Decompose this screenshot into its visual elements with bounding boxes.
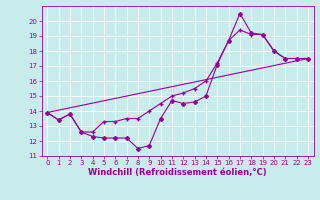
X-axis label: Windchill (Refroidissement éolien,°C): Windchill (Refroidissement éolien,°C) bbox=[88, 168, 267, 177]
